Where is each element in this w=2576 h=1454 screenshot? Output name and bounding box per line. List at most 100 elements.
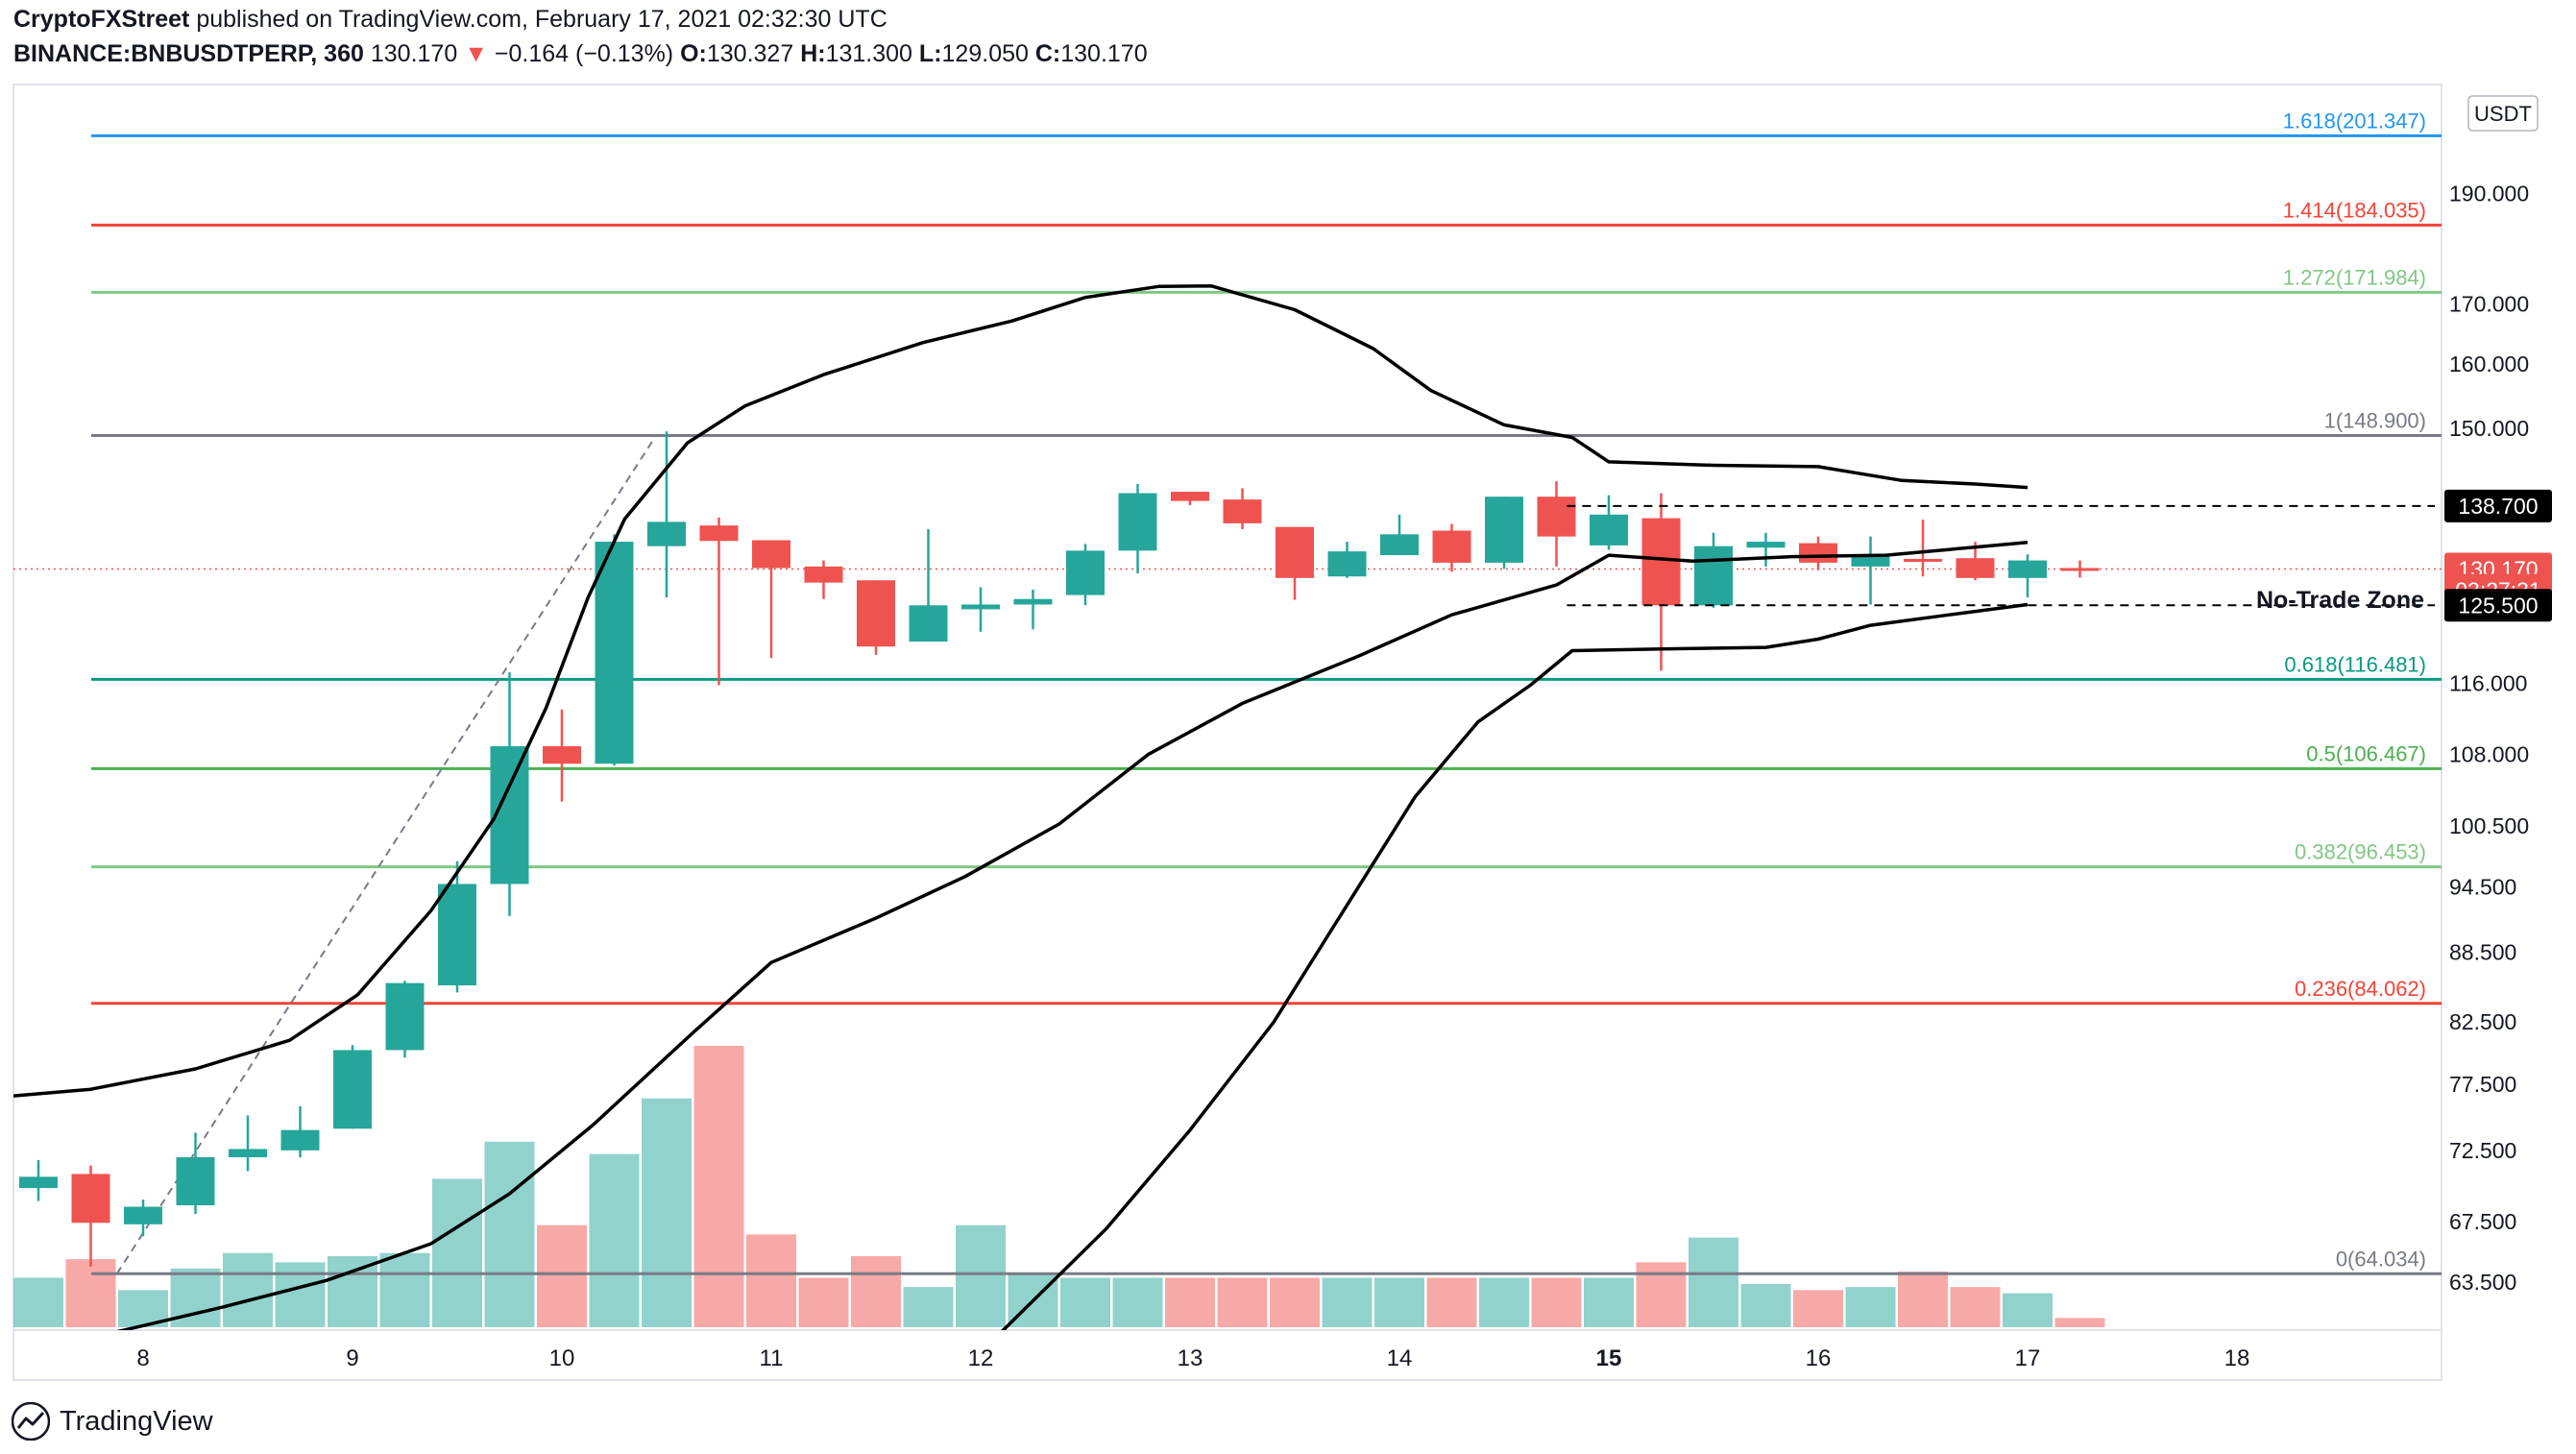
candle-body: [752, 540, 790, 569]
candle: [1537, 481, 1576, 567]
fib-level-label: 1(148.900): [2324, 408, 2426, 432]
volume-bar: [537, 1224, 587, 1327]
candle: [2008, 554, 2047, 598]
candle-body: [438, 884, 476, 986]
volume-bar: [1689, 1237, 1738, 1327]
price-tag-text: 125.500: [2458, 593, 2538, 618]
price-tick-label: 72.500: [2449, 1138, 2516, 1163]
close-label: C:: [1034, 40, 1061, 67]
volume-bar: [1950, 1287, 2001, 1327]
candle-body: [385, 982, 425, 1051]
candle-body: [1327, 551, 1367, 577]
volume-bar: [1426, 1277, 1477, 1327]
candle-body: [647, 521, 686, 546]
volume-bar: [1898, 1272, 1948, 1327]
published-info: published on TradingView.com, February 1…: [196, 6, 887, 33]
time-tick-label: 17: [2015, 1345, 2041, 1371]
volume-bar: [851, 1255, 901, 1327]
candle: [1013, 589, 1053, 630]
price-tick-label: 108.000: [2449, 742, 2529, 767]
price-tick-label: 190.000: [2449, 181, 2529, 206]
candle: [1276, 526, 1314, 600]
price-tag: 138.700: [2444, 489, 2552, 522]
candle: [1694, 532, 1733, 608]
price-tick-label: 82.500: [2449, 1009, 2516, 1034]
volume-bar: [1793, 1290, 1843, 1327]
candle: [333, 1045, 372, 1129]
candle: [1223, 488, 1262, 529]
author-name[interactable]: CryptoFXStreet: [13, 6, 190, 33]
volume-bar: [1217, 1277, 1268, 1327]
fib-level-label: 1.272(171.984): [2283, 265, 2426, 289]
candle-body: [1799, 543, 1837, 563]
candle-body: [19, 1176, 58, 1189]
price-tick-label: 160.000: [2449, 351, 2529, 376]
volume-bar: [589, 1153, 640, 1327]
time-tick-label: 9: [346, 1345, 358, 1371]
candle: [438, 860, 476, 993]
volume-bar: [484, 1141, 535, 1327]
volume-bar: [223, 1252, 273, 1327]
volume-bar: [1740, 1283, 1791, 1327]
candle-body: [176, 1157, 215, 1206]
header-title-line: CryptoFXStreet published on TradingView.…: [13, 6, 887, 34]
volume-bar: [903, 1287, 954, 1327]
candle-body: [1432, 530, 1471, 563]
price-tick-label: 63.500: [2449, 1270, 2516, 1295]
candle-body: [1694, 545, 1733, 606]
currency-label: USDT: [2474, 102, 2532, 126]
open-value: 130.327: [706, 40, 794, 67]
fib-level-label: 0.618(116.481): [2284, 652, 2426, 676]
volume-bar: [642, 1098, 692, 1327]
high-value: 131.300: [825, 40, 912, 67]
candle: [752, 540, 790, 659]
fib-level-label: 0(64.034): [2336, 1247, 2426, 1271]
low-label: L:: [918, 40, 942, 67]
time-tick-label: 14: [1387, 1345, 1413, 1371]
volume-bar: [1112, 1277, 1163, 1327]
price-tick-label: 88.500: [2449, 940, 2516, 965]
price-tag: 125.500: [2444, 589, 2552, 622]
price-tick-label: 116.000: [2449, 671, 2527, 696]
candle: [1066, 544, 1105, 606]
time-tick-label: 11: [760, 1345, 784, 1371]
fib-level-label: 0.382(96.453): [2295, 840, 2426, 864]
candle: [1590, 495, 1628, 550]
candle-body: [1904, 558, 1942, 562]
high-label: H:: [800, 40, 826, 67]
fib-level-label: 1.414(184.035): [2283, 198, 2426, 222]
candle: [2060, 560, 2100, 578]
footer-brand[interactable]: TradingView: [12, 1402, 213, 1441]
candle: [1118, 483, 1157, 574]
price-tick-label: 150.000: [2449, 416, 2529, 441]
candle: [1432, 523, 1471, 572]
volume-bar: [1165, 1277, 1215, 1327]
symbol-label[interactable]: BINANCE:BNBUSDTPERP, 360: [13, 40, 364, 67]
time-tick-label: 13: [1178, 1345, 1203, 1371]
fib-level-label: 0.5(106.467): [2306, 741, 2426, 765]
candle: [543, 709, 581, 802]
candle: [1171, 492, 1209, 506]
candle: [1485, 497, 1523, 569]
volume-bar: [746, 1234, 796, 1327]
price-tick-label: 100.500: [2449, 813, 2529, 838]
volume-bar: [1584, 1277, 1634, 1327]
volume-bar: [2003, 1293, 2053, 1327]
candle: [647, 431, 686, 598]
close-value: 130.170: [1060, 40, 1148, 67]
bollinger-middle-band: [116, 541, 2029, 1330]
header-ohlc-line: BINANCE:BNBUSDTPERP, 360 130.170 ▼ −0.16…: [13, 40, 1148, 68]
volume-bar: [13, 1277, 63, 1327]
volume-bar: [65, 1259, 116, 1327]
time-tick-label: 10: [549, 1345, 575, 1371]
candle: [1746, 532, 1786, 567]
currency-box-frame: [2467, 95, 2539, 132]
fib-level-label: 0.236(84.062): [2295, 977, 2426, 1001]
candle-body: [1223, 499, 1262, 523]
price-tag-text: 138.700: [2458, 494, 2538, 519]
candle-body: [1380, 534, 1419, 556]
candle: [280, 1105, 320, 1158]
candle: [804, 560, 843, 599]
candle: [229, 1115, 267, 1172]
